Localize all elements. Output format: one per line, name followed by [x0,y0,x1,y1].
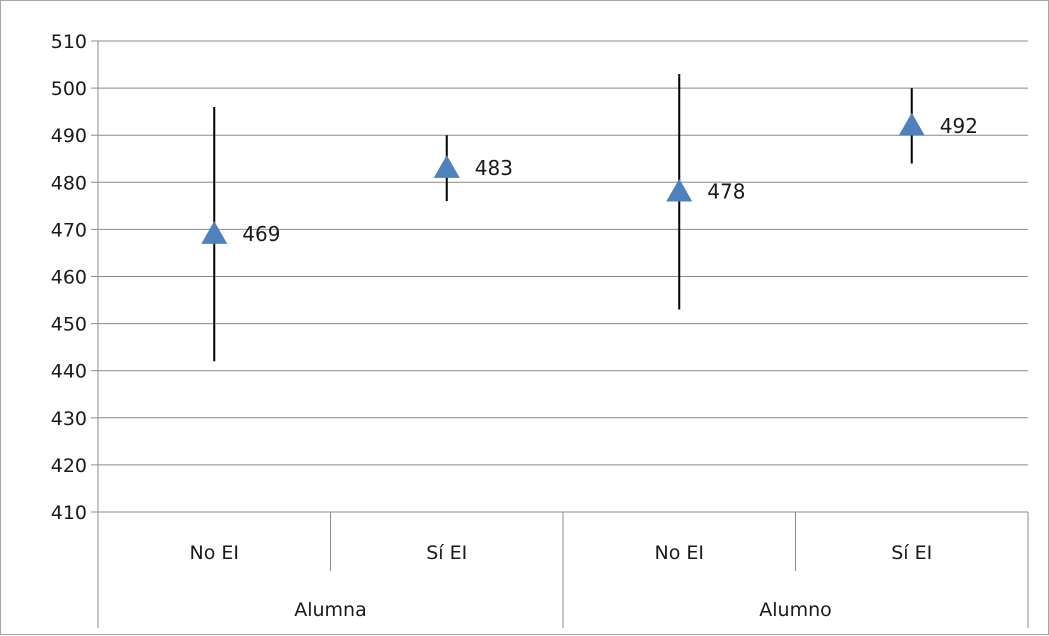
ytick-label-430: 430 [51,408,87,430]
triangle-marker [201,221,228,244]
y-axis-ticks: 410 420 430 440 450 460 470 480 490 500 510 [51,31,98,524]
data-label: 478 [707,180,745,204]
data-label: 492 [940,114,978,138]
ytick-label-410: 410 [51,502,87,524]
data-label: 469 [242,222,280,246]
ytick-label-500: 500 [51,78,87,100]
ytick-label-510: 510 [51,31,87,53]
triangle-marker [666,178,693,202]
ytick-label-480: 480 [51,172,87,194]
triangle-marker [433,155,460,178]
gridlines [98,40,1028,513]
ytick-label-490: 490 [51,125,87,147]
category-label: No EI [655,542,705,564]
data-labels: 469 483 478 492 [242,114,978,246]
data-label: 483 [475,156,513,180]
ytick-label-420: 420 [51,455,87,477]
category-label: Sí EI [426,542,467,564]
triangle-marker [898,112,925,136]
category-label: Sí EI [891,542,932,564]
ytick-label-450: 450 [51,314,87,336]
ytick-label-440: 440 [51,361,87,383]
error-bars [213,73,913,362]
data-markers [201,112,925,244]
ytick-label-470: 470 [51,219,87,241]
category-label: No EI [190,542,240,564]
group-label: Alumno [759,599,832,621]
group-label: Alumna [294,599,367,621]
x-axis: No EI Sí EI No EI Sí EI Alumna Alumno [97,41,1029,628]
ytick-label-460: 460 [51,267,87,289]
